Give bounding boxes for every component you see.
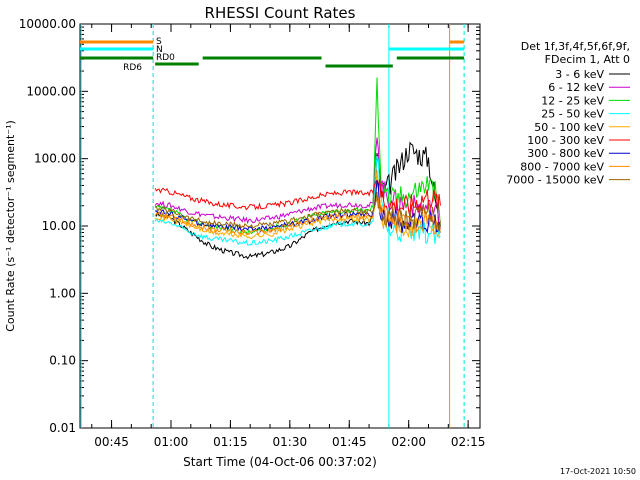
legend-entry-label: 25 - 50 keV: [541, 108, 604, 121]
x-tick-label: 01:15: [213, 435, 248, 449]
y-tick-label: 10000.00: [19, 17, 76, 31]
legend-entry-label: 3 - 6 keV: [555, 68, 604, 81]
vertical-markers: [80, 24, 465, 428]
flag-label: S: [156, 37, 162, 47]
series-line: [154, 191, 441, 231]
series-lines: [154, 77, 441, 260]
legend-entry-label: 50 - 100 keV: [534, 121, 604, 134]
x-tick-label: 01:30: [273, 435, 308, 449]
y-tick-label: 1.00: [49, 286, 76, 300]
y-tick-label: 100.00: [34, 152, 76, 166]
series-line: [154, 155, 441, 246]
series-line: [154, 141, 441, 260]
y-tick-label: 0.10: [49, 354, 76, 368]
legend: Det 1f,3f,4f,5f,6f,9f, FDecim 1, Att 0 3…: [506, 40, 630, 187]
y-tick-label: 10.00: [42, 219, 76, 233]
x-tick-label: 00:45: [94, 435, 129, 449]
legend-entry-label: 7000 - 15000 keV: [506, 174, 604, 187]
x-tick-label: 01:00: [154, 435, 189, 449]
flag-label: RD0: [156, 53, 175, 63]
series-line: [154, 179, 441, 217]
y-axis-label: Count Rate (s⁻¹ detector⁻¹ segment⁻¹): [4, 120, 17, 332]
series-line: [154, 137, 441, 234]
legend-entry-label: 300 - 800 keV: [527, 147, 604, 160]
legend-entry-label: 6 - 12 keV: [548, 81, 604, 94]
series-line: [154, 197, 441, 236]
chart-title: RHESSI Count Rates: [205, 4, 356, 22]
legend-header-line-2: FDecim 1, Att 0: [545, 53, 630, 66]
x-tick-label: 02:00: [391, 435, 426, 449]
legend-entry-label: 12 - 25 keV: [541, 94, 604, 107]
flag-label: N: [156, 45, 163, 55]
y-tick-label: 1000.00: [26, 84, 76, 98]
x-axis-label: Start Time (04-Oct-06 00:37:02): [183, 455, 377, 469]
timestamp: 17-Oct-2021 10:50: [560, 467, 636, 476]
x-axis: 00:45 01:00 01:15 01:30 01:45 02:00 02:15: [91, 24, 486, 449]
legend-entry-label: 100 - 300 keV: [527, 134, 604, 147]
legend-entry-label: 800 - 7000 keV: [520, 160, 604, 173]
y-tick-label: 0.01: [49, 421, 76, 435]
flag-label: RD6: [123, 63, 142, 73]
x-tick-label: 02:15: [451, 435, 486, 449]
x-tick-label: 01:45: [332, 435, 367, 449]
y-axis: 0.01 0.10 1.00 10.00 100.00 1000.00 10000.00: [19, 17, 480, 435]
legend-header-line-1: Det 1f,3f,4f,5f,6f,9f,: [521, 40, 630, 53]
